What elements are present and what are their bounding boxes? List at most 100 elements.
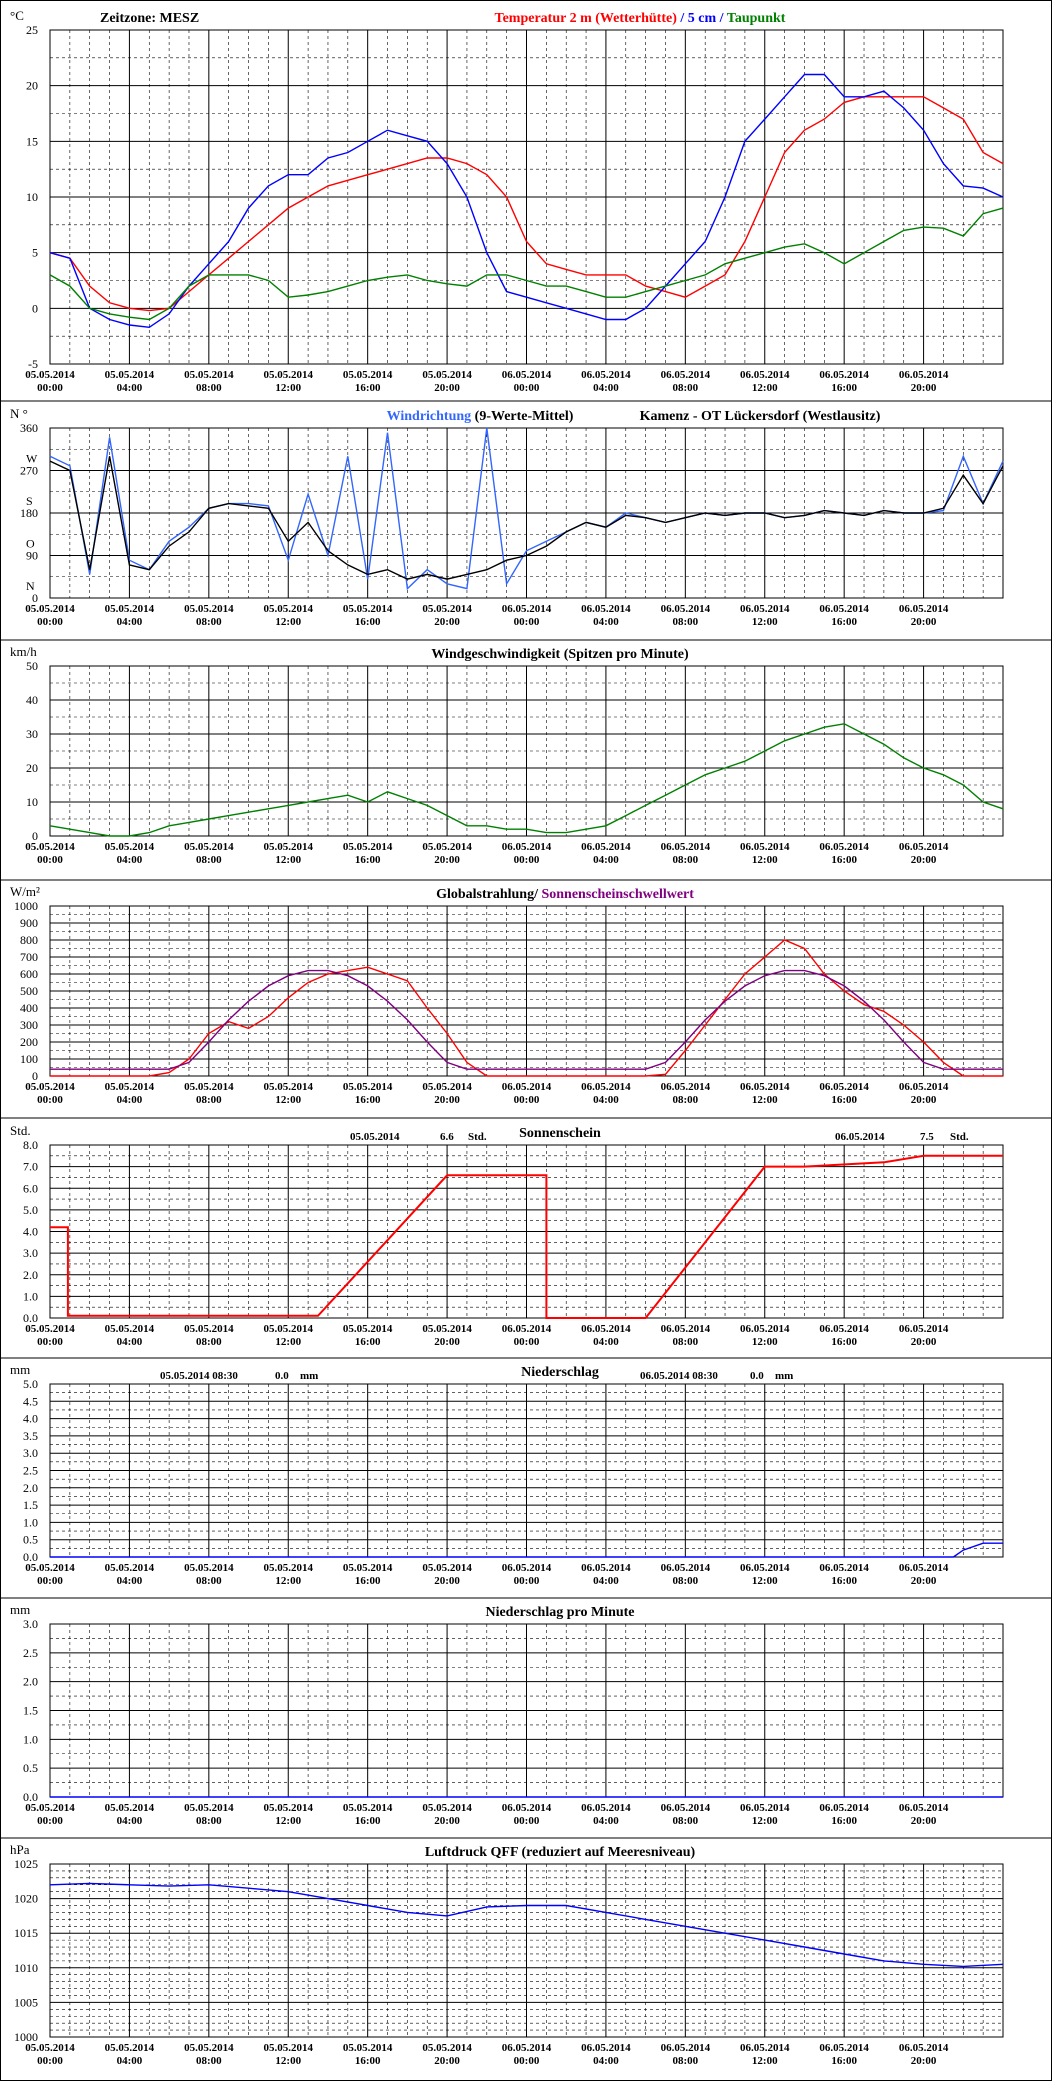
x-tick-time: 04:00 xyxy=(593,1336,619,1348)
series-t5cm xyxy=(49,73,1004,329)
x-tick-time: 12:00 xyxy=(752,382,778,394)
x-tick-date: 05.05.2014 xyxy=(105,1323,155,1335)
x-tick-date: 05.05.2014 xyxy=(105,369,155,381)
x-tick-time: 12:00 xyxy=(275,382,301,394)
x-tick-time: 20:00 xyxy=(911,616,937,628)
y-tick-label: 5 xyxy=(32,246,38,260)
y-tick-label: 4.0 xyxy=(23,1412,38,1426)
x-tick-time: 20:00 xyxy=(434,616,460,628)
y-tick-label: 1.5 xyxy=(23,1704,38,1718)
x-tick-time: 16:00 xyxy=(831,2055,857,2067)
x-tick-date: 06.05.2014 xyxy=(581,1802,631,1814)
x-tick-date: 05.05.2014 xyxy=(422,841,472,853)
x-tick-date: 06.05.2014 xyxy=(661,603,711,615)
x-tick-time: 20:00 xyxy=(911,854,937,866)
series-qff xyxy=(49,1882,1004,1968)
x-tick-time: 16:00 xyxy=(355,1815,381,1827)
chart-title: Globalstrahlung/ Sonnenscheinschwellwert xyxy=(436,887,694,902)
day-sum-unit: mm xyxy=(775,1370,793,1382)
x-tick-time: 20:00 xyxy=(434,1336,460,1348)
chart-title: Luftdruck QFF (reduziert auf Meeresnivea… xyxy=(425,1845,696,1860)
x-tick-time: 00:00 xyxy=(514,382,540,394)
x-tick-date: 05.05.2014 xyxy=(422,1562,472,1574)
y-tick-label: 0 xyxy=(32,829,38,843)
x-tick-time: 20:00 xyxy=(434,2055,460,2067)
x-tick-time: 12:00 xyxy=(275,1336,301,1348)
x-tick-date: 05.05.2014 xyxy=(422,603,472,615)
x-tick-time: 20:00 xyxy=(911,1815,937,1827)
x-tick-date: 05.05.2014 xyxy=(343,1802,393,1814)
title-part: Windrichtung xyxy=(387,409,472,424)
x-tick-time: 00:00 xyxy=(37,382,63,394)
unit-label: Std. xyxy=(10,1123,31,1138)
x-tick-time: 20:00 xyxy=(434,854,460,866)
x-tick-time: 20:00 xyxy=(911,1336,937,1348)
title-part: Globalstrahlung xyxy=(436,887,534,902)
x-tick-date: 06.05.2014 xyxy=(502,1081,552,1093)
y-tick-label: 10 xyxy=(26,795,38,809)
x-tick-time: 08:00 xyxy=(672,1336,698,1348)
x-tick-time: 12:00 xyxy=(275,1094,301,1106)
x-tick-time: 00:00 xyxy=(37,1094,63,1106)
x-tick-time: 12:00 xyxy=(752,1094,778,1106)
y-tick-label: 800 xyxy=(20,933,38,947)
y-tick-label: 1.0 xyxy=(23,1732,38,1746)
x-tick-time: 12:00 xyxy=(752,1336,778,1348)
x-tick-date: 05.05.2014 xyxy=(25,1081,75,1093)
y-tick-label: 50 xyxy=(26,659,38,673)
x-tick-date: 05.05.2014 xyxy=(25,1562,75,1574)
x-tick-date: 05.05.2014 xyxy=(422,2042,472,2054)
compass-letter: O xyxy=(26,537,35,551)
x-tick-time: 08:00 xyxy=(672,1094,698,1106)
x-tick-date: 06.05.2014 xyxy=(899,1562,949,1574)
y-tick-label: 200 xyxy=(20,1035,38,1049)
x-tick-date: 05.05.2014 xyxy=(264,603,314,615)
y-tick-label: 3.0 xyxy=(23,1446,38,1460)
title-part: / xyxy=(533,887,541,902)
y-tick-label: 1025 xyxy=(14,1857,38,1871)
x-tick-time: 12:00 xyxy=(275,854,301,866)
x-tick-date: 06.05.2014 xyxy=(581,369,631,381)
x-tick-date: 05.05.2014 xyxy=(422,369,472,381)
x-tick-time: 08:00 xyxy=(196,1094,222,1106)
x-tick-date: 05.05.2014 xyxy=(343,2042,393,2054)
x-tick-date: 06.05.2014 xyxy=(819,369,869,381)
x-tick-time: 20:00 xyxy=(911,1575,937,1587)
series-sun xyxy=(50,1154,1003,1319)
x-tick-time: 00:00 xyxy=(37,616,63,628)
x-tick-time: 16:00 xyxy=(355,616,381,628)
x-tick-time: 00:00 xyxy=(37,1336,63,1348)
x-tick-time: 04:00 xyxy=(117,1094,143,1106)
y-tick-label: 700 xyxy=(20,950,38,964)
grid xyxy=(50,666,1003,836)
day-sum-date: 05.05.2014 08:30 xyxy=(160,1370,238,1382)
y-tick-label: 0 xyxy=(32,301,38,315)
title-part: (9-Werte-Mittel) xyxy=(471,409,574,424)
y-tick-label: 1015 xyxy=(14,1926,38,1940)
series-avg xyxy=(49,456,1004,580)
x-tick-date: 06.05.2014 xyxy=(661,1802,711,1814)
y-tick-label: 0.5 xyxy=(23,1761,38,1775)
x-tick-date: 06.05.2014 xyxy=(661,1562,711,1574)
x-tick-date: 06.05.2014 xyxy=(502,841,552,853)
x-tick-date: 06.05.2014 xyxy=(581,1562,631,1574)
grid xyxy=(50,1864,1003,2037)
unit-label: mm xyxy=(10,1362,30,1377)
x-tick-date: 05.05.2014 xyxy=(184,841,234,853)
day-sum-unit: Std. xyxy=(950,1131,969,1143)
y-tick-label: 2.5 xyxy=(23,1646,38,1660)
x-tick-time: 00:00 xyxy=(514,1094,540,1106)
x-tick-date: 06.05.2014 xyxy=(740,1323,790,1335)
y-tick-label: 20 xyxy=(26,79,38,93)
grid xyxy=(50,30,1003,364)
x-tick-time: 12:00 xyxy=(752,2055,778,2067)
y-tick-label: 0 xyxy=(32,1069,38,1083)
series-prec xyxy=(50,1542,1003,1558)
unit-label: W/m² xyxy=(10,884,40,899)
y-tick-label: 900 xyxy=(20,916,38,930)
x-tick-date: 05.05.2014 xyxy=(264,2042,314,2054)
x-tick-time: 16:00 xyxy=(355,854,381,866)
